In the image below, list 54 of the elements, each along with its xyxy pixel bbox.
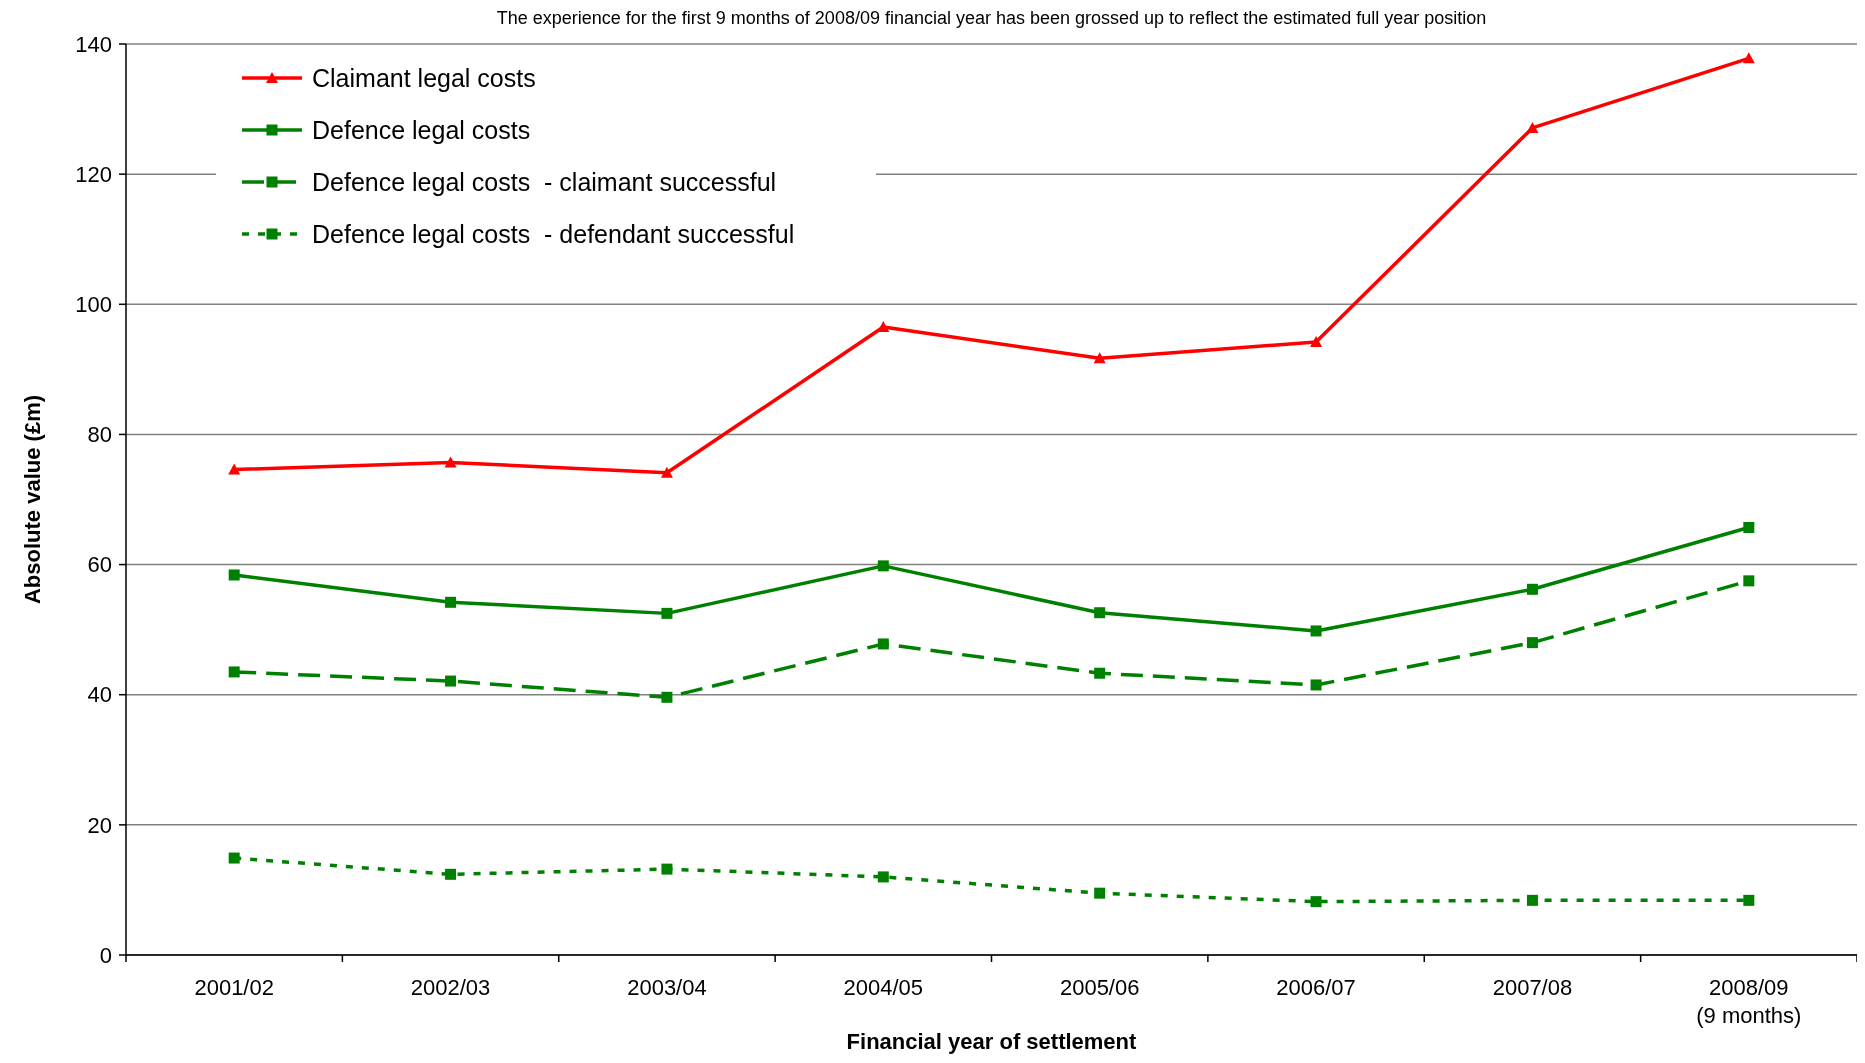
point <box>877 871 889 883</box>
point <box>1743 575 1755 587</box>
point <box>661 607 673 619</box>
point <box>228 852 240 864</box>
point <box>1094 887 1106 899</box>
y-tick-label: 120 <box>75 161 112 187</box>
point <box>1743 894 1755 906</box>
legend-label: Defence legal costs <box>312 115 531 144</box>
point <box>445 868 457 880</box>
point <box>1526 583 1538 595</box>
point <box>1310 625 1322 637</box>
point <box>445 596 457 608</box>
point <box>1094 607 1106 619</box>
x-tick-label: 2003/04 <box>627 975 707 1000</box>
point <box>661 863 673 875</box>
point <box>877 560 889 572</box>
point <box>1742 52 1755 64</box>
point <box>1310 336 1323 348</box>
y-tick-label: 60 <box>87 552 112 578</box>
y-tick-label: 20 <box>87 812 112 838</box>
point <box>1310 896 1322 908</box>
legend-label: Defence legal costs - defendant successful <box>312 219 795 248</box>
y-tick-label: 140 <box>75 31 112 57</box>
y-tick-label: 40 <box>87 682 112 708</box>
point <box>228 463 241 475</box>
x-tick-label: 2005/06 <box>1059 975 1140 1000</box>
y-tick-label: 0 <box>99 942 112 968</box>
point <box>661 691 673 703</box>
x-axis-title: Financial year of settlement <box>846 1029 1138 1054</box>
x-tick-label: 2001/02 <box>194 975 274 1000</box>
point <box>1526 894 1538 906</box>
point <box>1093 352 1106 364</box>
point <box>228 666 240 678</box>
point <box>1310 679 1322 691</box>
x-tick-label: 2002/03 <box>410 975 491 1000</box>
x-tick-label: 2007/08 <box>1492 975 1573 1000</box>
y-tick-label: 100 <box>75 291 112 317</box>
text: The experience for the first 9 months of 2008/09 financial year has been grossed up to reflect the estimated full year position <box>496 8 1487 28</box>
y-tick-label: 80 <box>87 422 112 448</box>
point <box>1526 637 1538 649</box>
x-tick-label: 2004/05 <box>843 975 924 1000</box>
point <box>1526 121 1539 133</box>
legend-label: Defence legal costs - claimant successful <box>312 167 777 196</box>
x-tick-label: 2006/07 <box>1276 975 1356 1000</box>
y-axis-title: Absolute value (£m) <box>20 394 45 605</box>
point <box>1094 667 1106 679</box>
point <box>877 638 889 650</box>
legend-label: Claimant legal costs <box>312 63 536 92</box>
point <box>1743 521 1755 533</box>
point <box>228 569 240 581</box>
point <box>660 466 673 478</box>
point <box>444 456 457 468</box>
x-tick-label: 2008/09 (9 months) <box>1696 975 1802 1028</box>
point <box>445 675 457 687</box>
